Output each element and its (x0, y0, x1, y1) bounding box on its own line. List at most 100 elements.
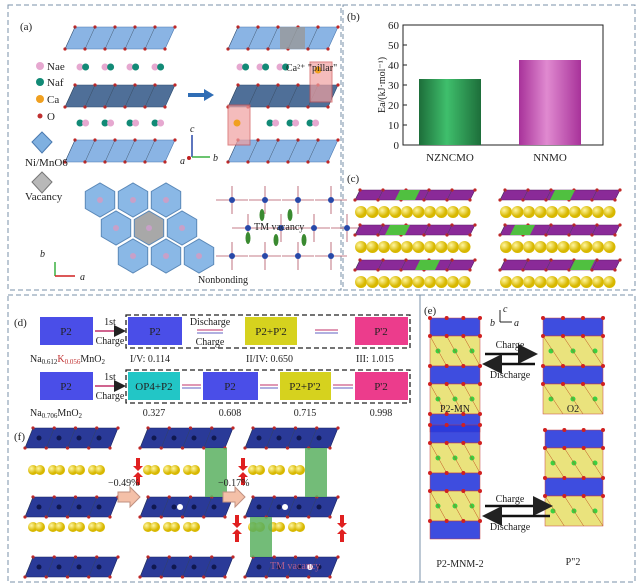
layer-edge (499, 224, 506, 236)
layer-edge (499, 259, 506, 271)
oxygen-atom (618, 188, 622, 192)
charge-density-sphere (378, 276, 390, 288)
layer-edge (377, 189, 384, 201)
bond (583, 447, 604, 479)
layer-edge (64, 84, 76, 108)
layer-edge (24, 556, 34, 578)
structure-label: O2 (567, 404, 579, 415)
y-tick-label: 10 (388, 120, 400, 132)
na-atom (143, 465, 153, 475)
tm-atom (316, 564, 322, 570)
layer-edge (568, 224, 575, 236)
charge-density-sphere (500, 206, 512, 218)
svg-text:Discharge: Discharge (190, 317, 231, 328)
panel-d: (d) P2 1st Charge P2 Discharge Charge P2… (14, 314, 411, 420)
na-atom (295, 465, 305, 475)
layer-edge (203, 496, 212, 518)
octahedra-layer (64, 26, 176, 50)
sodium-atom (157, 63, 165, 71)
bond (463, 335, 481, 367)
tm-atom (191, 564, 197, 570)
layer-edge (161, 556, 170, 578)
tm-atom (256, 504, 262, 510)
tm-atom (276, 564, 282, 570)
strain-label-1: −0.49% (108, 478, 139, 489)
layer-edge (46, 496, 55, 518)
charge-density-sphere (592, 241, 604, 253)
sodium-atom (126, 119, 134, 127)
compression-arrows-icon (238, 458, 248, 485)
na-atom (95, 465, 105, 475)
charge-density-sphere (546, 276, 558, 288)
tm-atom (96, 564, 102, 570)
charge-density-sphere (603, 206, 616, 218)
layer-edge (124, 26, 136, 50)
charge-density-sphere (580, 276, 593, 288)
panel-c: (c) (347, 173, 622, 288)
atom (196, 253, 202, 259)
oxygen-atom (461, 489, 466, 493)
bond (542, 335, 564, 367)
charge-density-sphere (447, 206, 459, 218)
green-octahedron (415, 260, 440, 270)
na-atom (190, 522, 200, 532)
layer-edge (24, 496, 34, 518)
atom (163, 197, 169, 203)
vacancy-octahedron-icon (31, 171, 53, 194)
oxygen-atom (562, 476, 567, 480)
octahedral-layer (429, 472, 481, 492)
oxygen-atom (601, 382, 605, 386)
na-atom (550, 460, 556, 466)
octahedral-layer (429, 424, 481, 444)
y-axis-label: Ea/(kJ·mol⁻¹) (377, 57, 388, 113)
layer-edge (354, 259, 361, 271)
charge-density-sphere (389, 241, 402, 253)
tm-atom (262, 197, 268, 203)
x-tick-label: NNMO (533, 152, 567, 164)
oxygen-atom (581, 494, 586, 498)
charge-density-sphere (557, 276, 570, 288)
oxygen-atom (444, 423, 449, 427)
green-pillar-octahedron (205, 448, 227, 497)
sodium-atom (276, 63, 284, 71)
layer-edge (67, 427, 76, 449)
oxygen-atom (428, 471, 432, 475)
oxygen-atom (231, 426, 235, 430)
sodium-atom (266, 119, 274, 127)
legend-naf: Naf (47, 77, 64, 89)
axes-indicator: c b a (490, 304, 519, 329)
tm-vacancy (307, 564, 313, 570)
octahedral-layer (429, 365, 481, 385)
oxygen-atom (468, 198, 472, 202)
svg-text:b: b (213, 153, 218, 164)
legend-nae: Nae (47, 61, 65, 73)
oxygen-atom (478, 382, 482, 386)
oxygen-atom (561, 382, 565, 386)
charge-density-sphere (546, 241, 558, 253)
tm-atom (296, 435, 302, 441)
process-arrow-icon (222, 485, 246, 509)
panel-e: (e) c b a Charge Discharge P2-MN O2 Char… (424, 304, 605, 570)
layer-edge (377, 224, 384, 236)
bond (429, 490, 447, 522)
svg-text:a: a (80, 272, 85, 283)
layer-edge (247, 26, 259, 50)
compression-arrows-icon (232, 515, 242, 542)
cycle-box (125, 314, 411, 349)
charge-density-sphere (592, 276, 604, 288)
svg-text:c: c (190, 124, 195, 135)
tm-atom (171, 564, 177, 570)
charge-density-sphere (424, 206, 436, 218)
layer-edge (287, 427, 296, 449)
oxygen-atom (336, 138, 340, 142)
svg-text:Charge: Charge (96, 391, 125, 402)
nonbonding-orbital (301, 234, 307, 246)
charge-density-sphere (412, 206, 425, 218)
layer-edge (308, 496, 317, 518)
value-label: 0.327 (143, 408, 166, 419)
svg-text:P'2: P'2 (374, 326, 388, 338)
y-tick-label: 40 (388, 60, 400, 72)
green-octahedron (550, 190, 575, 200)
structure-label: P2-MN (440, 404, 470, 415)
charge-density-sphere (500, 276, 512, 288)
